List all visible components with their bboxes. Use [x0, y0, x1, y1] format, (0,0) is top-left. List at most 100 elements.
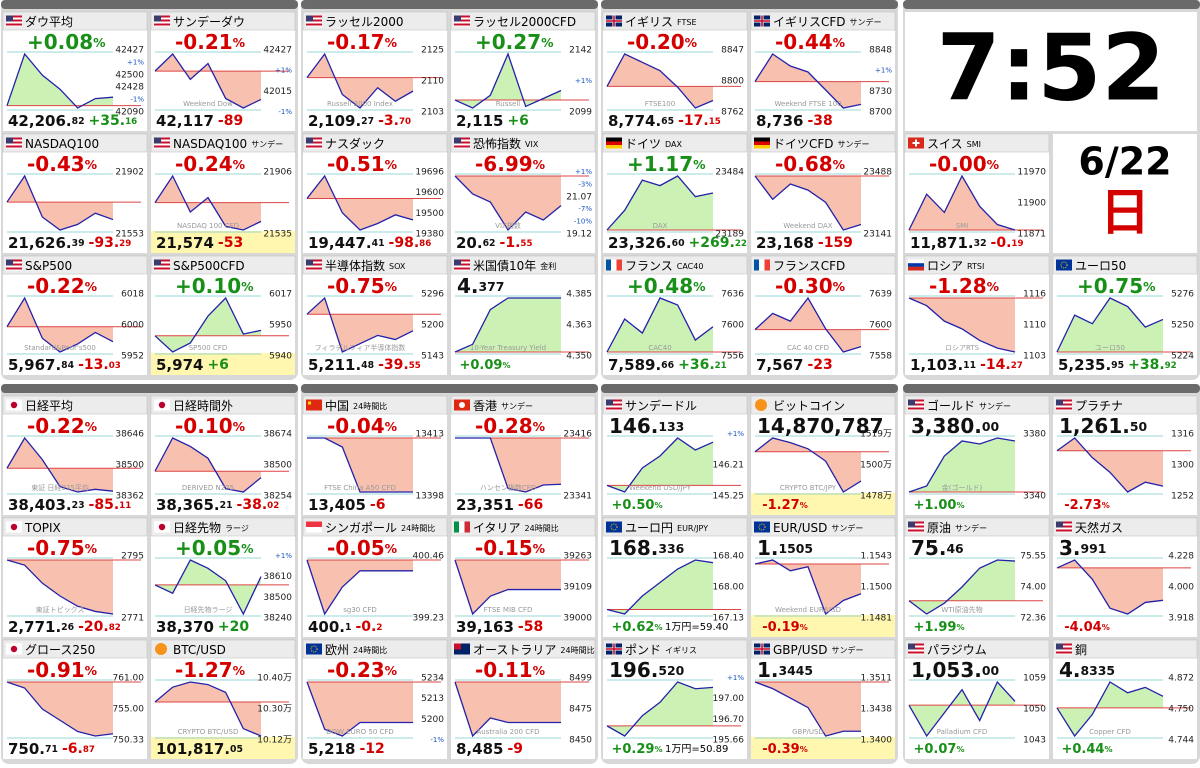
chart-label: 23141	[863, 230, 892, 240]
flag-part	[154, 19, 170, 22]
pct: -0.22%	[27, 414, 98, 438]
pct: -0.17%	[327, 30, 398, 54]
flag	[754, 521, 770, 533]
chart-label: 75.55	[1020, 552, 1046, 562]
tile-name: 日経時間外	[173, 399, 233, 413]
watermark: Weekend USD/JPY	[629, 484, 692, 492]
chart-label: 1316	[1171, 430, 1194, 440]
tile: NASDAQ100 21902 21553 -0.43% 21,626.39 -93.29	[2, 133, 148, 253]
tile-name: 半導体指数 SOX	[325, 258, 406, 273]
pct: +0.07%	[913, 742, 964, 757]
name: パラジウム	[927, 643, 987, 657]
flag-part	[306, 23, 322, 26]
name: GBP/USD	[773, 643, 827, 657]
chart-area	[155, 176, 261, 230]
tile-name: 日経平均	[25, 399, 73, 413]
change: -14.27	[980, 357, 1023, 373]
chart-label: 11871	[1017, 230, 1046, 240]
flag-part	[611, 259, 617, 271]
chart-label: 5250	[1171, 321, 1194, 331]
sparkline	[1056, 437, 1164, 493]
pct: +0.09%	[459, 358, 510, 373]
watermark: フィラデルフィア半導体指数	[315, 343, 406, 352]
flag-part	[154, 141, 170, 144]
pct: +1.99%	[913, 620, 964, 635]
flag-part	[454, 23, 470, 26]
flag-part	[1056, 643, 1072, 646]
chart-label: 8475	[569, 705, 592, 715]
chart-area	[607, 176, 713, 230]
price: 21,574	[156, 234, 214, 252]
tile-header	[2, 395, 148, 415]
chart-label: 38610	[263, 572, 292, 582]
flag-part	[754, 20, 770, 22]
tile-header	[450, 395, 596, 415]
price: 5,211.48	[308, 356, 374, 374]
sub: CAC40	[677, 262, 704, 271]
change: -58	[518, 619, 543, 635]
sub: 24時間比	[560, 645, 594, 655]
flag-part	[6, 19, 22, 22]
flag	[6, 259, 22, 271]
sparkline	[154, 53, 262, 109]
chart-label: -3%	[578, 180, 592, 188]
name: ポンド	[625, 643, 661, 657]
flag-part	[10, 523, 18, 531]
tile: イギリスCFD サンデー Weekend FTSE 100 8848 +1% 8730 87…	[750, 11, 896, 131]
sub: 金利	[540, 261, 556, 271]
flag-part	[758, 523, 766, 531]
flag-part	[1056, 651, 1072, 654]
pct: -0.30%	[775, 274, 846, 298]
flag-part	[154, 23, 170, 26]
chart-area	[755, 176, 861, 230]
watermark: Weekend EUR/USD	[775, 606, 841, 614]
chart-label: 21553	[115, 230, 144, 240]
tile-name: サンデードル	[625, 398, 697, 413]
chart-label: 4.750	[1168, 705, 1194, 715]
price: 11,871.32	[910, 234, 987, 252]
sparkline	[606, 559, 714, 615]
tile-header	[904, 639, 1050, 659]
chart-label: 1.3511	[861, 674, 893, 684]
tile: S&P500CFD SP500 CFD 6017 5950 5940 +0.10% 5,97…	[150, 255, 296, 375]
flag-part	[1056, 399, 1072, 402]
pct: -1.28%	[929, 274, 1000, 298]
flag-part	[454, 15, 461, 22]
tile-highlight	[751, 615, 895, 637]
tile: GBP/USD サンデー GBP/USD 1.3511 1.3438 1.3400 1.34…	[750, 639, 896, 759]
pct: -0.20%	[627, 30, 698, 54]
flag-part	[908, 266, 924, 271]
chart-label: 19.12	[566, 230, 592, 240]
tile-name: 日経先物 ラージ	[173, 521, 249, 535]
clock-date: 6/22	[1078, 140, 1171, 184]
flag-part	[908, 521, 915, 528]
chart-label: 5213	[421, 694, 444, 704]
name: 恐怖指数	[473, 136, 521, 151]
name: スイス	[927, 137, 963, 151]
tile: 欧州 24時間比 DOW EURO 50 CFD 5234 5213 5200 -1% -0.…	[302, 639, 448, 759]
flag	[6, 643, 22, 655]
tile-header	[602, 133, 748, 153]
chart-label: 4.872	[1168, 674, 1194, 684]
chart-label: 38500	[263, 593, 292, 603]
flag-part	[6, 263, 22, 266]
chart-label: 4.744	[1168, 736, 1194, 746]
tile: イタリア 24時間比 FTSE MIB CFD 39263 39109 39000 -0.1…	[450, 517, 596, 637]
flag-part	[454, 137, 470, 140]
chart-label: 39000	[563, 614, 592, 624]
sub: サンデー	[831, 523, 863, 533]
flag	[6, 521, 22, 533]
chart-label: 2125	[421, 46, 444, 56]
chart-label: 13398	[415, 492, 444, 502]
name: イタリア	[473, 521, 521, 535]
watermark: Palladium CFD	[937, 728, 988, 736]
pct: -0.75%	[327, 274, 398, 298]
chart-label: 5200	[421, 715, 444, 725]
watermark: Weekend FTSE 100	[775, 100, 842, 108]
sub: サンデー	[955, 523, 987, 533]
tile-header	[150, 639, 296, 659]
tile-header	[1052, 395, 1198, 415]
pct: +0.48%	[627, 274, 706, 298]
flag	[755, 399, 767, 411]
